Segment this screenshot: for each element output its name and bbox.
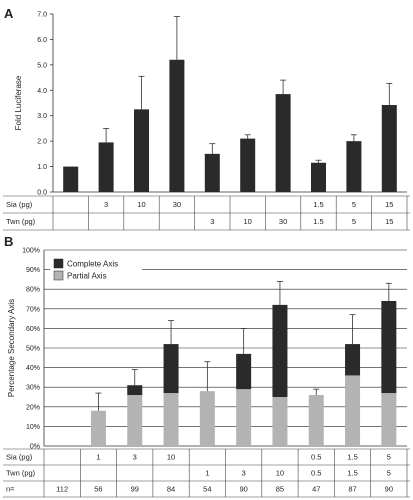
panel-b-y-tick-label: 50% xyxy=(26,346,40,353)
panel-a-table-cell: 30 xyxy=(173,200,181,209)
panel-b-bar-complete xyxy=(163,344,179,394)
panel-a-table-cell: 5 xyxy=(352,217,356,226)
panel-b-y-tick-label: 100% xyxy=(22,248,40,255)
panel-b-bar-partial xyxy=(345,375,361,446)
panel-b-table-cell: 87 xyxy=(348,485,356,494)
panel-b-table-cell: 5 xyxy=(387,469,391,478)
panel-b-table-cell: 99 xyxy=(131,485,139,494)
panel-a-y-axis-label: Fold Luciferase xyxy=(14,75,23,130)
panel-a-table-cell: 1.5 xyxy=(313,200,323,209)
panel-b-row-label: Twn (pg) xyxy=(6,469,36,478)
panel-a-table-cell: 3 xyxy=(104,200,108,209)
panel-a-bar xyxy=(169,59,185,193)
panel-b-table-cell: 1 xyxy=(205,469,209,478)
panel-a-table-cell: 15 xyxy=(385,217,393,226)
panel-b-table-cell: 3 xyxy=(242,469,246,478)
panel-b-table-cell: 54 xyxy=(203,485,211,494)
panel-b-table-cell: 112 xyxy=(56,485,68,494)
panel-b-y-tick-label: 40% xyxy=(26,365,40,372)
panel-a-row-label: Twn (pg) xyxy=(6,217,36,226)
panel-b-bar-partial xyxy=(199,391,215,446)
panel-a-y-tick-label: 6.0 xyxy=(37,37,47,44)
panel-b-bar-partial xyxy=(236,389,252,446)
panel-a-table-cell: 15 xyxy=(385,200,393,209)
panel-a-bar xyxy=(240,138,256,192)
panel-a-y-tick-label: 4.0 xyxy=(37,88,47,95)
panel-a-y-tick-label: 3.0 xyxy=(37,113,47,120)
panel-a-table-cell: 10 xyxy=(244,217,252,226)
panel-b-table-cell: 47 xyxy=(312,485,320,494)
panel-b-table-cell: 84 xyxy=(167,485,175,494)
panel-b-legend-label-partial: Partial Axis xyxy=(67,272,107,281)
panel-a-letter: A xyxy=(4,6,14,21)
panel-b-y-tick-label: 20% xyxy=(26,404,40,411)
panel-b-table-cell: 1.5 xyxy=(347,469,357,478)
panel-b-bar-partial xyxy=(272,397,288,446)
panel-b-legend-swatch-complete xyxy=(53,258,64,269)
panel-b-y-tick-label: 70% xyxy=(26,306,40,313)
panel-a-bar xyxy=(204,153,220,192)
panel-b-y-tick-label: 80% xyxy=(26,287,40,294)
panel-a-y-tick-label: 5.0 xyxy=(37,62,47,69)
panel-b-table-cell: 90 xyxy=(385,485,393,494)
panel-b-y-axis-label: Percentage Secondary Axis xyxy=(7,299,16,397)
panel-a-y-tick-label: 0.0 xyxy=(37,190,47,197)
panel-a-bar xyxy=(275,94,291,192)
panel-b-bar-complete xyxy=(272,304,288,397)
panel-b-bar-complete xyxy=(381,300,397,394)
panel-a-bar xyxy=(346,141,362,192)
panel-a-bar xyxy=(98,142,114,192)
panel-b-y-tick-label: 90% xyxy=(26,267,40,274)
panel-a-chart: 0.0 1.0 2.0 3.0 4.0 5.0 6.0 7.0 Fold Luciferase S… xyxy=(3,12,410,231)
panel-b-table-cell: 5 xyxy=(387,453,391,462)
panel-a-table-cell: 5 xyxy=(352,200,356,209)
panel-b-bar-partial xyxy=(163,393,179,446)
panel-b-table-cell: 3 xyxy=(133,453,137,462)
panel-b-bar-partial xyxy=(381,393,397,446)
panel-a-table-cell: 1.5 xyxy=(313,217,323,226)
panel-b-table-cell: 0.5 xyxy=(311,469,321,478)
panel-b-y-tick-label: 60% xyxy=(26,326,40,333)
panel-b-chart: 0% 10% 20% 30% 40% 50% 60% 70% 80% 90% 100% Percent… xyxy=(3,248,410,498)
panel-b-table-cell: 90 xyxy=(239,485,247,494)
panel-b-table-cell: 10 xyxy=(167,453,175,462)
panel-a-bar xyxy=(63,166,79,192)
panel-b-bar-partial xyxy=(127,395,143,446)
panel-b-legend-label-complete: Complete Axis xyxy=(67,260,118,269)
panel-b-row-label: Sia (pg) xyxy=(6,453,33,462)
panel-a-table-cell: 10 xyxy=(137,200,145,209)
panel-b-table-cell: 1.5 xyxy=(347,453,357,462)
panel-b-legend-box xyxy=(50,255,142,283)
panel-b-table-cell: 85 xyxy=(276,485,284,494)
panel-b-table-cell: 0.5 xyxy=(311,453,321,462)
panel-b-y-tick-label: 0% xyxy=(30,444,40,451)
panel-b-table-cell: 10 xyxy=(276,469,284,478)
panel-b-bar-complete xyxy=(236,353,252,390)
panel-b-table-cell: 1 xyxy=(96,453,100,462)
panel-b-bar-partial xyxy=(90,410,106,446)
panel-a-table-cell: 30 xyxy=(279,217,287,226)
panel-b-y-tick-label: 10% xyxy=(26,424,40,431)
panel-a-y-tick-label: 2.0 xyxy=(37,139,47,146)
panel-b-bar-complete xyxy=(345,344,361,376)
panel-a-y-tick-label: 7.0 xyxy=(37,12,47,19)
panel-b-table-cell: 56 xyxy=(94,485,102,494)
panel-b-bar-partial xyxy=(308,395,324,446)
panel-b-row-label: n= xyxy=(6,485,15,494)
panel-b-y-tick-label: 30% xyxy=(26,385,40,392)
panel-a-row-label: Sia (pg) xyxy=(6,200,33,209)
panel-a-y-tick-label: 1.0 xyxy=(37,164,47,171)
panel-a-bar xyxy=(381,105,397,192)
panel-b-legend-swatch-partial xyxy=(53,270,64,281)
panel-b-letter: B xyxy=(4,234,13,249)
panel-a-table-cell: 3 xyxy=(210,217,214,226)
panel-a-bar xyxy=(311,162,326,192)
panel-b-bar-complete xyxy=(127,385,143,396)
panel-a-bar xyxy=(134,109,149,192)
